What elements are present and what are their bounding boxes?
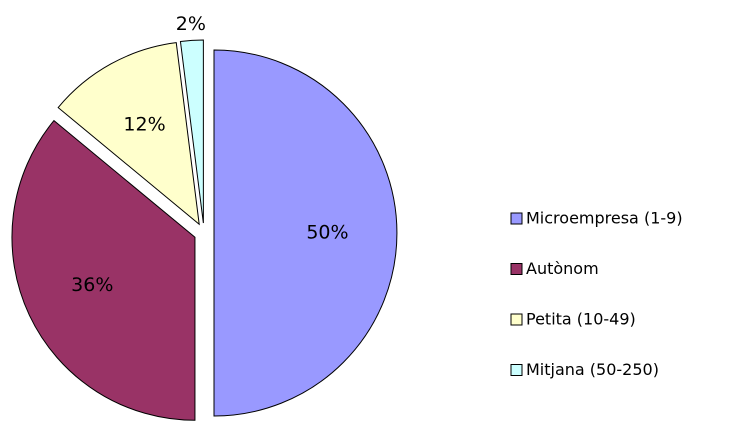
pie-slice [179,39,204,224]
pie-slice [11,119,196,421]
legend-label: Microempresa (1-9) [526,209,683,228]
slice-label: 36% [71,274,113,296]
slice-label: 2% [176,13,206,35]
slice-label: 12% [123,113,165,135]
legend-swatch [510,263,523,275]
legend-label: Petita (10-49) [526,310,636,329]
pie-slice [57,42,200,226]
legend-swatch [510,313,523,326]
legend-label: Autònom [526,259,599,278]
slice-label: 50% [306,222,348,244]
legend-swatch [510,364,523,376]
legend-swatch [510,212,523,225]
pie-slice [213,49,398,417]
legend-label: Mitjana (50-250) [526,360,659,379]
